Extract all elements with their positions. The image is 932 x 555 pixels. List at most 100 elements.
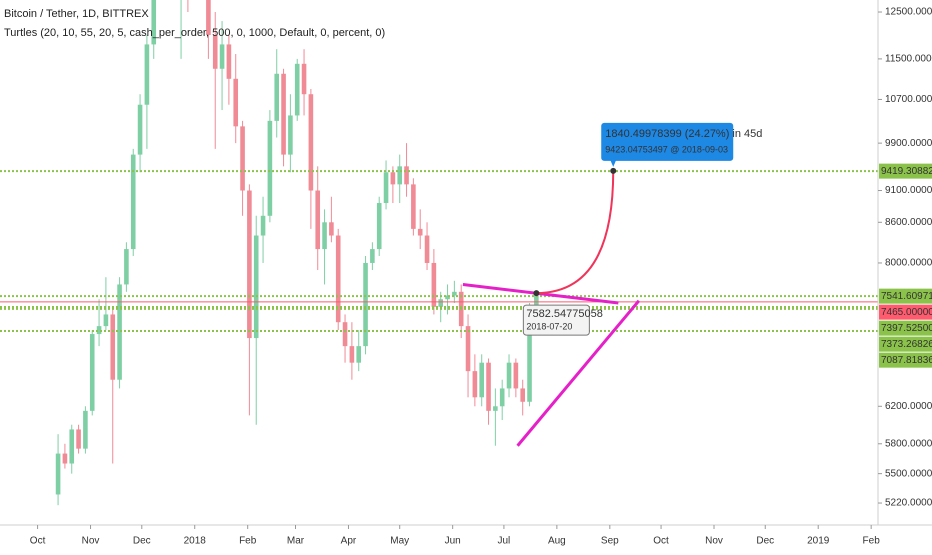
candle-body xyxy=(240,126,245,191)
candle-body xyxy=(83,410,88,449)
y-tick-label: 9900.00000000 xyxy=(885,138,932,149)
candle-body xyxy=(89,334,95,411)
price-label-box xyxy=(879,304,932,320)
x-tick-label: Nov xyxy=(705,536,723,547)
price-label: 7087.81836285 xyxy=(881,355,932,366)
candle-body xyxy=(219,44,225,69)
candle-body xyxy=(308,94,314,191)
candle-body xyxy=(472,371,478,398)
candle-body xyxy=(233,78,239,127)
chart-title: Bitcoin / Tether, 1D, BITTREX xyxy=(4,8,149,20)
price-label-box xyxy=(879,163,932,179)
y-tick-label: 9100.00000000 xyxy=(885,185,932,196)
projection-arc xyxy=(536,170,615,295)
target-text: 9423.04753497 @ 2018-09-03 xyxy=(605,144,728,154)
candle-body xyxy=(452,291,457,296)
candle-body xyxy=(212,34,218,69)
candle-body xyxy=(383,172,389,204)
candle-body xyxy=(363,262,368,347)
projection-end xyxy=(610,167,617,174)
price-label: 9419.30882625 xyxy=(881,166,932,177)
x-tick-label: Oct xyxy=(653,536,669,547)
candle-body xyxy=(499,388,505,407)
x-tick-label: May xyxy=(390,536,409,547)
candle-body xyxy=(260,215,266,236)
change-text: 1840.49978399 (24.27%) in 45d xyxy=(605,128,762,140)
plot-area xyxy=(0,0,878,506)
candle-body xyxy=(506,362,512,389)
candle-body xyxy=(110,314,116,380)
y-tick-label: 12500.00000000 xyxy=(885,7,932,18)
y-tick-label: 11500.00000000 xyxy=(885,54,932,65)
projection-start xyxy=(533,290,540,297)
candle-body xyxy=(117,284,122,380)
price-label: 7541.60971641 xyxy=(881,291,932,302)
candle-body xyxy=(479,362,485,398)
candle-body xyxy=(206,0,211,35)
candle-body xyxy=(356,346,362,363)
x-tick-label: Jul xyxy=(498,536,511,547)
candle-body xyxy=(301,63,307,95)
price-label-box xyxy=(879,320,932,336)
candle-body xyxy=(534,295,539,311)
y-tick-label: 8000.00000000 xyxy=(885,258,932,269)
y-tick-label: 5500.00000000 xyxy=(885,468,932,479)
x-tick-label: Jun xyxy=(445,536,461,547)
target-pointer xyxy=(610,159,617,167)
candle-body xyxy=(103,314,109,327)
candle-body xyxy=(424,235,430,263)
x-tick-label: 2018 xyxy=(184,536,207,547)
candle-body xyxy=(438,299,444,307)
candle-body xyxy=(342,322,348,347)
candle-body xyxy=(376,203,382,250)
candle-body xyxy=(130,154,136,250)
start-price: 7582.54775058 xyxy=(526,308,602,320)
candle-body xyxy=(513,362,519,389)
candle-body xyxy=(349,346,355,363)
price-label-box xyxy=(879,288,932,304)
x-tick-label: Oct xyxy=(30,536,46,547)
x-tick-label: 2019 xyxy=(807,536,830,547)
candle-body xyxy=(486,362,491,411)
x-tick-label: Mar xyxy=(287,536,305,547)
candle-body xyxy=(404,166,409,185)
start-date: 2018-07-20 xyxy=(526,321,572,331)
candle-body xyxy=(137,104,143,155)
candle-body xyxy=(76,429,81,449)
candle-body xyxy=(253,235,259,339)
price-label-box xyxy=(879,352,932,368)
candle-body xyxy=(390,172,396,185)
price-label-box xyxy=(879,336,932,352)
x-tick-label: Feb xyxy=(239,536,257,547)
candle-body xyxy=(417,228,423,236)
candle-body xyxy=(527,310,532,402)
x-tick-label: Dec xyxy=(756,536,774,547)
candle-body xyxy=(411,184,416,229)
candle-body xyxy=(431,262,437,307)
candle-body xyxy=(315,190,321,250)
start-box xyxy=(522,304,590,336)
candle-body xyxy=(335,235,341,323)
price-label: 7373.26826247 xyxy=(881,339,932,350)
y-tick-label: 5800.00000000 xyxy=(885,438,932,449)
y-tick-label: 8600.00000000 xyxy=(885,217,932,228)
candle-body xyxy=(445,295,450,300)
x-tick-label: Nov xyxy=(82,536,100,547)
candle-body xyxy=(151,0,157,45)
candle-body xyxy=(274,73,280,121)
candle-body xyxy=(55,453,61,495)
candle-body xyxy=(493,406,498,411)
candle-body xyxy=(322,222,327,250)
candle-body xyxy=(294,63,300,116)
x-tick-label: Aug xyxy=(548,536,566,547)
price-label: 7397.52500048 xyxy=(881,323,932,334)
trendline xyxy=(516,299,641,447)
candle-body xyxy=(397,166,403,185)
candle-body xyxy=(281,73,286,155)
y-tick-label: 10700.00000000 xyxy=(885,94,932,105)
y-tick-label: 5220.00000000 xyxy=(885,498,932,509)
candle-body xyxy=(247,190,252,339)
